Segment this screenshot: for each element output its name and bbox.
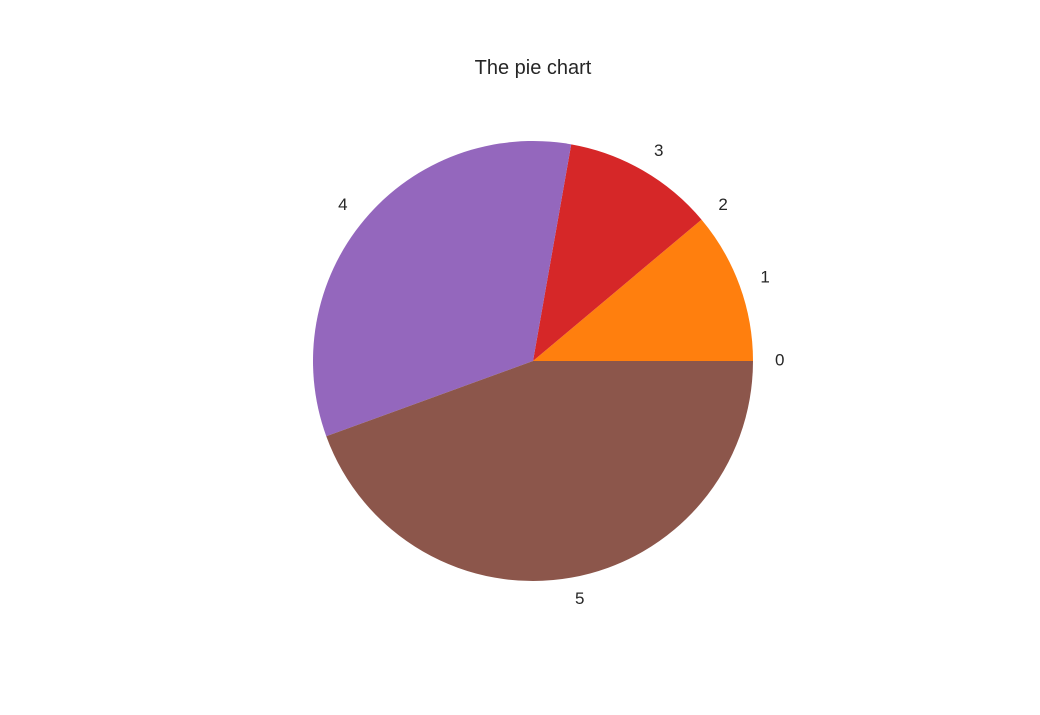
pie-slice-1 <box>533 219 753 361</box>
pie-label-3: 3 <box>654 141 663 160</box>
pie-label-0: 0 <box>775 350 784 369</box>
chart-title: The pie chart <box>474 57 592 79</box>
pie-label-1: 1 <box>760 268 769 287</box>
pie-slices <box>312 141 753 581</box>
pie-slice-4 <box>312 141 572 437</box>
pie-labels: 0 1 2 3 4 5 <box>338 141 784 608</box>
pie-label-4: 4 <box>338 195 347 214</box>
pie-label-5: 5 <box>575 589 584 608</box>
pie-label-2: 2 <box>718 195 727 214</box>
pie-slice-5 <box>326 361 753 581</box>
pie-slice-3 <box>533 144 702 361</box>
